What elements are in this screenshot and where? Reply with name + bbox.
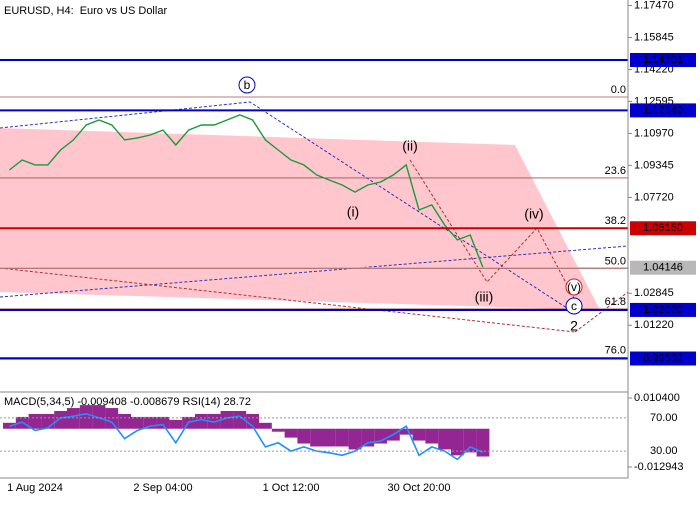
plot-layer: 1.174701.158451.142201.125951.109701.093… [0,0,696,494]
macd-bar [323,428,336,447]
level-label: 1.14701 [643,54,683,66]
macd-bar [297,428,311,444]
wave-label: (v) [567,280,581,294]
macd-bar [131,416,144,429]
level-box [630,302,696,317]
macd-bar [284,428,298,438]
x-tick-label: 1 Oct 12:00 [263,482,320,494]
fib-label: 0.0 [611,84,626,96]
macd-bar [118,413,131,429]
fib-label: 76.0 [605,344,626,356]
y-tick-label: 1.09345 [634,159,674,171]
fib-label: 23.6 [605,165,626,177]
level-label: 1.04146 [643,262,683,274]
macd-bar [348,428,362,450]
macd-bar [425,428,439,444]
macd-bar [92,405,106,429]
macd-bar [476,428,490,457]
macd-bar [143,416,157,429]
trend-line [0,267,576,333]
macd-bar [438,428,451,450]
macd-bar [220,411,234,429]
level-box [630,351,696,366]
y-tick-label: 1.17470 [634,0,674,11]
channel [0,128,600,310]
macd-bar [259,422,272,429]
macd-bar [451,428,464,456]
macd-bar [105,408,119,429]
level-box [630,260,696,275]
x-tick-label: 2 Sep 04:00 [133,482,192,494]
y-tick-label: 1.02845 [634,287,674,299]
wave-label: 2 [570,318,578,334]
price-line [8,114,484,268]
wave-circle [565,297,583,315]
macd-bar [335,428,349,447]
level-label: 0.99532 [643,352,683,364]
indicator-title: MACD(5,34,5) -0.009408 -0.008679 RSI(14)… [4,396,251,408]
y-tick-label: -0.012943 [634,461,684,473]
trend-line [0,245,629,298]
wave-label: b [244,78,251,92]
wave-label: (iii) [475,289,494,305]
projection [574,291,629,333]
macd-bar [54,411,67,429]
x-tick-label: 30 Oct 20:00 [388,482,451,494]
macd-bar [41,413,55,429]
fib-label: 50.0 [605,255,626,267]
wave-circle [238,76,256,94]
y-tick-label: 1.07720 [634,191,674,203]
level-label: 1.06150 [643,222,683,234]
y-tick-label: 1.10970 [634,127,674,139]
fib-label: 38.2 [605,215,626,227]
macd-bar [169,419,183,429]
wave-label: (iv) [524,206,543,222]
description: Euro vs US Dollar [80,5,168,17]
macd-bar [233,411,247,429]
macd-bar [79,405,93,429]
level-box [630,221,696,236]
macd-bar [412,428,426,441]
fib-label: 61.8 [605,296,626,308]
level-label: 1.12140 [643,104,683,116]
wave-circle [565,278,583,296]
macd-bar [156,416,170,429]
wave-label: c [571,299,577,313]
macd-bar [271,428,285,432]
macd-bar [463,428,477,453]
y2-tick-label: 30.00 [650,445,678,457]
trend-line [0,101,571,311]
level-label: 1.02000 [643,304,683,316]
header: EURUSD, H4: Euro vs US Dollar [4,5,167,17]
wave-label: (ii) [402,138,418,154]
level-box [630,103,696,118]
wave-label: (i) [347,204,359,220]
rsi-line [9,412,484,461]
macd-bar [28,413,42,429]
y-tick-label: 0.010400 [634,392,680,404]
macd-bar [310,428,323,447]
x-tick-label: 1 Aug 2024 [7,482,63,494]
projection [409,159,576,301]
macd-bar [399,428,413,435]
symbol: EURUSD, H4: [4,5,74,17]
y-tick-label: 1.01220 [634,319,674,331]
y-tick-label: 1.15845 [634,31,674,43]
level-box [630,53,696,68]
macd-bar [195,413,208,429]
y2-tick-label: 70.00 [650,412,678,424]
macd-bar [361,428,375,447]
